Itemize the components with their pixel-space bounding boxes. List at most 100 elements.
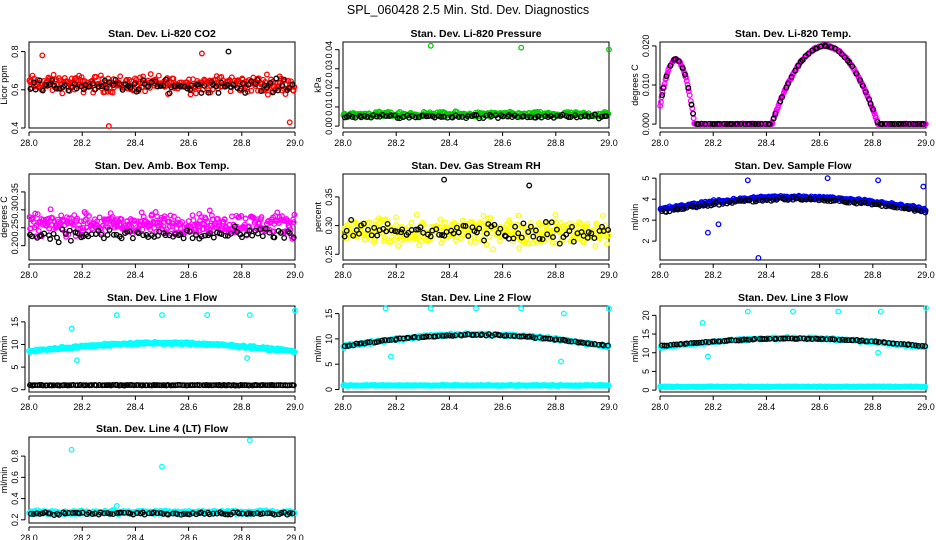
chart-4-point	[483, 241, 490, 248]
chart-5-point	[689, 203, 696, 210]
chart-5-point	[693, 204, 700, 211]
chart-3-x-tick-label: 28.0	[20, 270, 38, 280]
chart-2-point	[729, 121, 735, 127]
chart-3-point	[104, 231, 111, 238]
chart-4-point	[348, 225, 355, 232]
chart-2-point	[755, 121, 762, 127]
chart-8-y-tick-label: 0	[641, 388, 651, 393]
chart-3-point	[243, 231, 250, 238]
chart-6-point	[194, 382, 201, 388]
chart-7-point	[562, 337, 569, 344]
chart-7-point	[588, 341, 595, 348]
chart-9-y-tick-label: 0.6	[10, 471, 20, 484]
chart-4-point	[490, 246, 497, 253]
chart-2-frame	[659, 41, 927, 129]
chart-0-point	[254, 77, 261, 83]
chart-3-point	[118, 235, 125, 242]
chart-4-point	[515, 212, 522, 219]
chart-3-point	[140, 232, 147, 239]
chart-3-point	[171, 213, 177, 220]
chart-7-outlier-point	[558, 358, 565, 365]
chart-3-point	[289, 235, 296, 242]
chart-7-point	[557, 336, 564, 343]
chart-4-point	[550, 234, 556, 241]
chart-3-point	[167, 212, 174, 219]
chart-4-point	[580, 239, 587, 246]
chart-3-point	[254, 230, 261, 237]
chart-8-point	[667, 341, 674, 348]
chart-4-point	[413, 235, 420, 242]
chart-6-x-tick-label: 28.2	[73, 402, 91, 412]
chart-5-point	[663, 208, 670, 215]
chart-6-series-1	[27, 381, 297, 389]
chart-5-point	[781, 196, 788, 203]
chart-3-point	[290, 219, 297, 226]
chart-2-point	[688, 101, 695, 108]
chart-7-point	[605, 382, 612, 389]
chart-3: Stan. Dev. Amb. Box Temp.28.0 28.2 28.4 28.…	[0, 160, 304, 280]
chart-5-point	[888, 203, 895, 210]
chart-8-y-tick-label: 10	[641, 348, 651, 358]
chart-8-outlier-point	[875, 349, 882, 356]
chart-8-point	[743, 336, 750, 343]
chart-6-outlier-point	[159, 312, 165, 319]
chart-1-point	[455, 114, 462, 120]
chart-5-x-tick-label: 28.8	[864, 270, 882, 280]
chart-2-point	[832, 45, 839, 52]
chart-3-point	[135, 230, 142, 237]
chart-2-x-tick-label: 28.2	[704, 138, 722, 148]
chart-2-point	[752, 121, 759, 127]
chart-0-point	[116, 80, 123, 87]
chart-0-point	[208, 78, 215, 85]
chart-4-y-tick-label: 0.25	[324, 246, 334, 264]
chart-0-point	[218, 74, 225, 80]
chart-2-point	[683, 78, 690, 84]
chart-0-point	[286, 84, 293, 91]
chart-0-point	[65, 87, 72, 94]
chart-4-point	[465, 233, 472, 239]
chart-6-point	[206, 382, 213, 389]
chart-0-point	[52, 85, 59, 92]
chart-8-point	[919, 342, 926, 349]
chart-1-y-tick-label: 0.01	[324, 98, 334, 116]
chart-4-x-tick-label: 28.6	[494, 270, 512, 280]
chart-8-point	[890, 340, 897, 347]
chart-4-point	[420, 221, 427, 228]
chart-4-point	[509, 222, 516, 229]
chart-0-point	[157, 83, 164, 89]
chart-5-x-tick-label: 28.6	[811, 270, 829, 280]
chart-4-point	[600, 212, 606, 219]
chart-6-outlier-point	[204, 312, 211, 319]
chart-2-point	[853, 70, 860, 77]
chart-4-point	[393, 222, 400, 229]
chart-7-point	[524, 333, 531, 340]
chart-8-point	[819, 335, 826, 342]
chart-4-point	[413, 211, 420, 218]
chart-0-series-0	[26, 50, 298, 130]
chart-3-point	[179, 219, 186, 226]
chart-0-point	[103, 84, 110, 91]
chart-1-frame	[342, 41, 610, 129]
chart-7-x-tick-label: 28.0	[334, 402, 352, 412]
chart-2-point	[660, 85, 667, 91]
chart-4-point	[584, 234, 591, 241]
chart-8-point	[856, 338, 863, 344]
chart-2-point	[657, 102, 664, 109]
chart-1-point	[346, 112, 353, 119]
chart-3-point	[32, 210, 39, 217]
chart-6-y-tick-label: 10	[10, 339, 20, 349]
chart-5-point	[750, 198, 756, 205]
chart-0-x-tick-label: 28.4	[127, 138, 145, 148]
chart-6-x-tick-label: 28.4	[127, 402, 145, 412]
chart-5-point	[861, 199, 868, 206]
chart-3-point	[100, 235, 107, 242]
chart-8-point	[785, 335, 792, 342]
chart-3-point	[242, 215, 249, 222]
chart-8-y-tick-label: 20	[641, 310, 651, 320]
chart-5-point	[824, 197, 831, 204]
chart-3-point	[128, 217, 135, 224]
chart-8-outlier-point	[835, 308, 842, 315]
